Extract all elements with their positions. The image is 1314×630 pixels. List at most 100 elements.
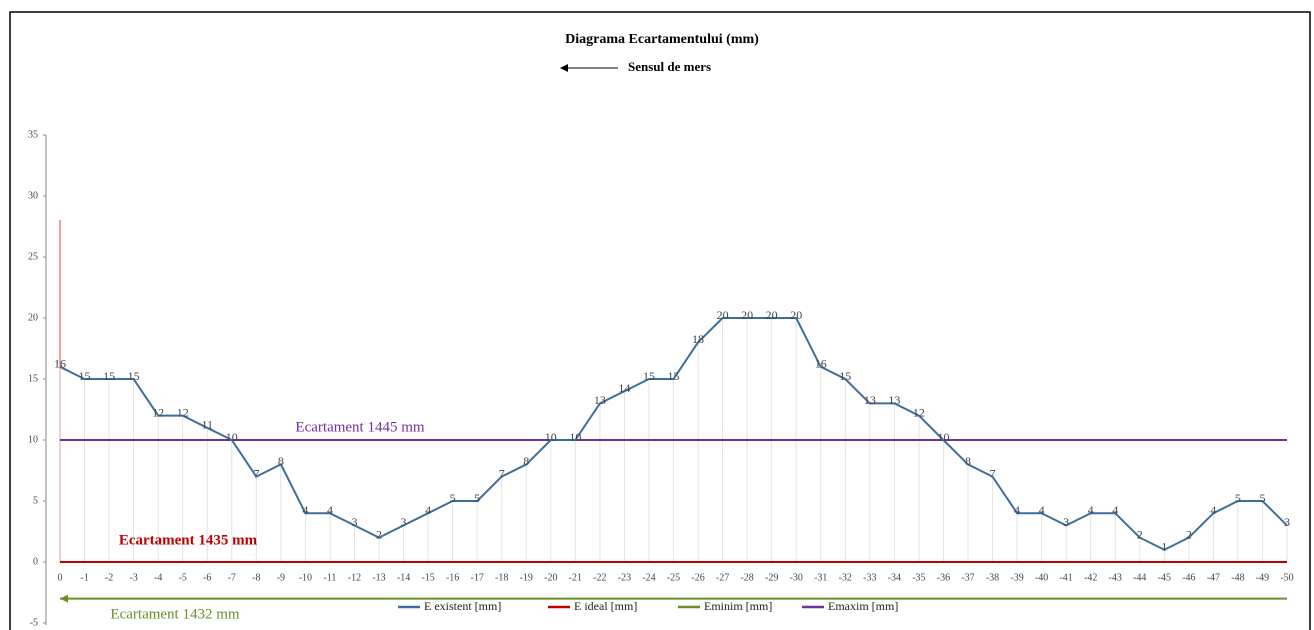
x-tick-label: -23 <box>618 572 631 583</box>
x-tick-label: -22 <box>593 572 606 583</box>
data-label: 5 <box>474 491 480 505</box>
data-label: 20 <box>766 308 778 322</box>
x-tick-label: -50 <box>1280 572 1293 583</box>
annotation: Ecartament 1445 mm <box>295 419 424 435</box>
x-tick-label: -48 <box>1231 572 1244 583</box>
x-tick-label: -33 <box>863 572 876 583</box>
data-label: 15 <box>668 369 680 383</box>
y-tick-label: 0 <box>33 556 38 567</box>
data-label: 4 <box>1088 503 1094 517</box>
data-label: 15 <box>79 369 91 383</box>
arrow-head <box>60 594 68 603</box>
data-label: 15 <box>839 369 851 383</box>
x-tick-label: -10 <box>299 572 312 583</box>
x-tick-label: -2 <box>105 572 113 583</box>
data-label: 7 <box>499 466 505 480</box>
x-tick-label: -3 <box>129 572 137 583</box>
x-tick-label: -28 <box>740 572 753 583</box>
data-label: 20 <box>790 308 802 322</box>
data-label: 12 <box>152 405 164 419</box>
x-tick-label: -20 <box>544 572 557 583</box>
x-tick-label: -35 <box>912 572 925 583</box>
legend-label: Emaxim [mm] <box>828 599 898 613</box>
data-label: 4 <box>1210 503 1216 517</box>
data-label: 10 <box>569 430 581 444</box>
data-label: 15 <box>103 369 115 383</box>
data-label: 16 <box>54 357 66 371</box>
x-tick-label: -32 <box>839 572 852 583</box>
x-tick-label: -45 <box>1158 572 1171 583</box>
x-tick-label: -7 <box>228 572 236 583</box>
x-tick-label: -44 <box>1133 572 1146 583</box>
x-tick-label: -42 <box>1084 572 1097 583</box>
x-tick-label: -15 <box>421 572 434 583</box>
data-label: 13 <box>594 393 606 407</box>
x-tick-label: -49 <box>1256 572 1269 583</box>
x-tick-label: -9 <box>277 572 285 583</box>
x-tick-label: -38 <box>986 572 999 583</box>
y-tick-label: 35 <box>28 129 38 140</box>
x-tick-label: -40 <box>1035 572 1048 583</box>
series-line <box>59 317 1288 551</box>
data-label: 12 <box>913 405 925 419</box>
x-tick-label: -12 <box>348 572 361 583</box>
y-tick-label: 5 <box>33 495 38 506</box>
frame <box>9 11 1311 630</box>
data-label: 12 <box>177 405 189 419</box>
data-label: 20 <box>741 308 753 322</box>
x-tick-label: -25 <box>667 572 680 583</box>
x-tick-label: -47 <box>1207 572 1220 583</box>
data-label: 15 <box>128 369 140 383</box>
x-tick-label: -21 <box>569 572 582 583</box>
data-label: 14 <box>618 381 630 395</box>
data-label: 7 <box>990 466 996 480</box>
x-tick-label: -36 <box>937 572 950 583</box>
data-label: 3 <box>1063 515 1069 529</box>
x-tick-label: -1 <box>80 572 88 583</box>
data-label: 5 <box>1259 491 1265 505</box>
x-tick-label: -29 <box>765 572 778 583</box>
annotation: Ecartament 1435 mm <box>119 532 258 548</box>
data-label: 5 <box>1235 491 1241 505</box>
legend-label: E existent [mm] <box>424 599 501 613</box>
data-label: 4 <box>1112 503 1118 517</box>
x-tick-label: -14 <box>397 572 410 583</box>
data-label: 4 <box>1014 503 1020 517</box>
data-label: 3 <box>1284 515 1290 529</box>
legend-label: Eminim [mm] <box>704 599 772 613</box>
x-tick-label: -31 <box>814 572 827 583</box>
data-label: 3 <box>401 515 407 529</box>
data-label: 8 <box>278 454 284 468</box>
data-label: 2 <box>1186 527 1192 541</box>
data-label: 10 <box>226 430 238 444</box>
y-tick-label: 10 <box>28 434 38 445</box>
data-label: 15 <box>643 369 655 383</box>
x-tick-label: -30 <box>790 572 803 583</box>
data-label: 20 <box>717 308 729 322</box>
x-tick-label: -11 <box>323 572 336 583</box>
data-label: 13 <box>888 393 900 407</box>
data-label: 8 <box>523 454 529 468</box>
x-tick-label: -37 <box>961 572 974 583</box>
data-label: 4 <box>302 503 308 517</box>
x-tick-label: -46 <box>1182 572 1195 583</box>
y-tick-label: 25 <box>28 251 38 262</box>
annotation: Ecartament 1432 mm <box>110 606 239 622</box>
x-tick-label: -5 <box>179 572 187 583</box>
data-label: 2 <box>1137 527 1143 541</box>
data-label: 13 <box>864 393 876 407</box>
x-tick-label: -24 <box>642 572 655 583</box>
y-tick-label: 20 <box>28 312 38 323</box>
data-label: 3 <box>351 515 357 529</box>
data-label: 10 <box>545 430 557 444</box>
data-label: 18 <box>692 332 704 346</box>
data-label: 4 <box>425 503 431 517</box>
data-label: 11 <box>201 418 213 432</box>
x-tick-label: 0 <box>58 572 63 583</box>
x-tick-label: -26 <box>691 572 704 583</box>
y-tick-label: 30 <box>28 190 38 201</box>
x-tick-label: -17 <box>471 572 484 583</box>
data-label: 10 <box>937 430 949 444</box>
